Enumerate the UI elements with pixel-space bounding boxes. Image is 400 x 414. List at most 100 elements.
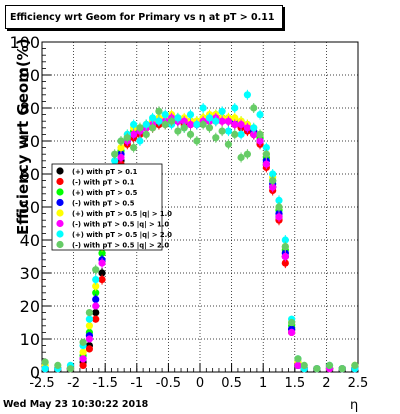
data-point [92,282,100,290]
data-point [281,236,289,244]
data-point [174,114,182,122]
data-point [243,150,251,158]
x-tick-label: -1 [130,376,143,391]
legend-marker [56,219,64,228]
legend-entry-label: (-) with pT > 0.5 |q| > 2.0 [72,242,169,251]
data-point [288,328,296,336]
data-point [250,104,258,112]
data-point [98,276,106,284]
data-point [180,117,188,125]
data-point [117,153,125,162]
data-point [281,252,289,261]
data-point [269,170,277,178]
data-point [300,361,308,369]
data-point [92,276,100,284]
data-point [149,124,157,132]
data-point [92,289,100,297]
data-point [262,160,270,168]
data-point [41,358,49,366]
data-point [92,295,100,303]
y-tick-label: 20 [20,297,40,316]
data-point [250,124,258,132]
data-point [79,355,87,363]
data-point [199,120,207,129]
data-point [269,177,277,185]
data-point [237,130,245,138]
x-tick-label: 1 [259,376,267,391]
data-point [288,318,296,327]
data-point [161,120,169,129]
data-point [231,114,239,122]
data-point [262,150,270,158]
legend-entry-label: (+) with pT > 0.5 |q| > 2.0 [72,231,172,240]
x-tick-label: 0 [196,376,204,391]
data-point [205,124,214,132]
data-point [237,120,245,129]
y-tick-label: 30 [20,264,40,283]
data-point [294,355,302,363]
x-tick-label: 2.5 [348,376,369,391]
data-point [98,259,106,267]
data-point [136,137,144,145]
data-point [224,127,233,135]
data-point [218,107,226,115]
data-point [193,120,201,129]
data-point [123,134,131,142]
y-tick-label: 70 [20,132,40,151]
data-point [224,117,233,125]
data-point [161,111,169,119]
data-point [351,361,359,369]
data-point [281,243,289,251]
data-point [79,361,87,369]
data-point [256,111,264,119]
x-tick-label: -2 [67,376,80,391]
data-point [79,338,87,346]
data-point [275,203,283,211]
y-tick-label: 100 [9,33,40,52]
legend-marker [56,167,64,175]
data-point [243,91,251,99]
legend-entry-label: (+) with pT > 0.1 [72,168,138,176]
data-point [142,130,150,138]
data-point [136,124,144,132]
x-tick-label: -2.5 [29,376,54,391]
data-point [92,309,100,317]
data-point [85,309,93,317]
data-point [66,365,75,373]
data-point [256,137,264,145]
legend-box [51,163,163,251]
data-point [92,302,100,310]
data-point [155,107,163,115]
data-point [275,196,283,204]
y-tick-label: 80 [20,99,40,118]
x-tick-label: 2 [322,376,330,391]
data-point [275,213,283,221]
legend-marker [56,177,64,186]
data-point [218,117,226,125]
legend-marker [56,209,64,217]
legend-entry-label: (+) with pT > 0.5 [72,189,138,197]
data-point [85,335,93,343]
data-point [85,345,93,353]
data-point [98,269,106,277]
x-tick-label: 0.5 [221,376,242,391]
legend-entry-label: (-) with pT > 0.5 |q| > 1.0 [72,221,169,230]
data-point [294,361,302,369]
y-tick-label: 0 [30,363,40,382]
x-tick-label: -1.5 [93,376,118,391]
data-point [85,322,93,330]
y-axis-label: Efficiency wrt Geom(%) [14,38,32,235]
legend-marker [56,230,64,238]
footer-timestamp: Wed May 23 10:30:22 2018 [3,399,149,410]
data-point [231,130,239,138]
data-point [218,127,226,135]
data-point [193,137,201,145]
y-tick-label: 40 [20,231,40,250]
data-point [237,153,245,162]
data-point [212,117,220,125]
data-point [117,144,125,152]
legend-marker [56,240,64,249]
data-point [117,137,125,145]
data-point [54,361,62,369]
